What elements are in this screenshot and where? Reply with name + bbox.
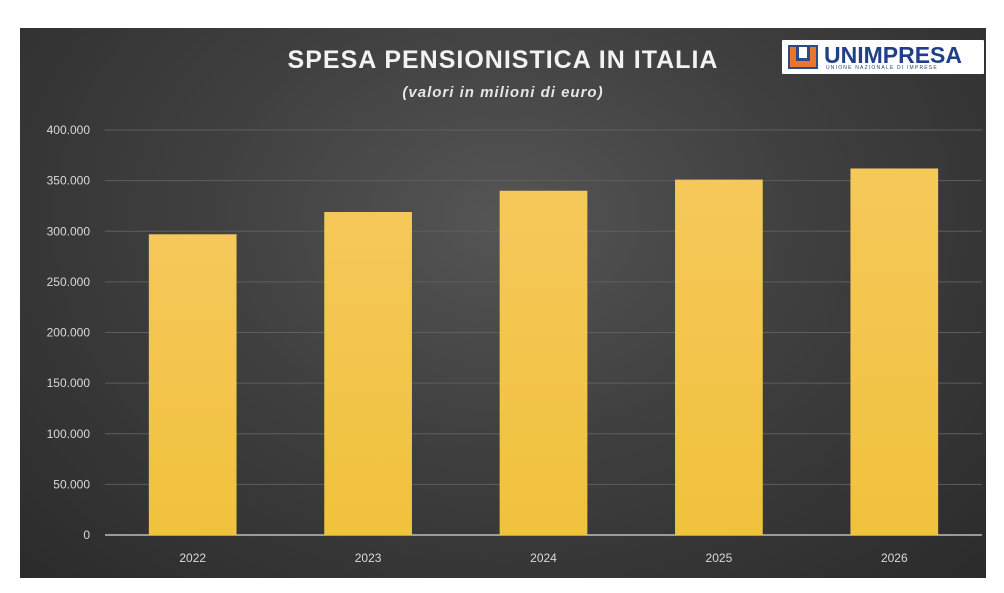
bars	[148, 168, 939, 536]
x-tick-label: 2024	[530, 551, 557, 565]
unimpresa-logo: UNIMPRESA UNIONE NAZIONALE DI IMPRESE	[782, 40, 984, 74]
x-tick-label: 2023	[355, 551, 382, 565]
y-tick-label: 350.000	[47, 174, 91, 188]
x-tick-label: 2025	[706, 551, 733, 565]
y-tick-label: 200.000	[47, 326, 91, 340]
logo-subtext: UNIONE NAZIONALE DI IMPRESE	[826, 65, 938, 71]
bar-2022	[148, 234, 237, 535]
y-axis-tick-labels: 0 50.000 100.000 150.000 200.000 250.000 300.0…	[47, 123, 91, 542]
bar-2025	[675, 179, 763, 536]
x-tick-label: 2022	[179, 551, 206, 565]
y-tick-label: 0	[83, 528, 90, 542]
y-tick-label: 400.000	[47, 123, 91, 137]
chart-subtitle: (valori in milioni di euro)	[402, 84, 604, 101]
y-tick-label: 250.000	[47, 275, 91, 289]
logo-text: UNIMPRESA	[824, 42, 963, 68]
y-tick-label: 100.000	[47, 427, 91, 441]
y-tick-label: 50.000	[53, 477, 90, 491]
bar-2026	[850, 168, 939, 535]
bar-2023	[324, 212, 412, 535]
x-axis-tick-labels: 2022 2023 2024 2025 2026	[179, 551, 908, 565]
unimpresa-logo-icon	[788, 45, 818, 69]
y-tick-label: 300.000	[47, 224, 91, 238]
y-tick-label: 150.000	[47, 376, 91, 390]
bar-2024	[499, 190, 588, 535]
x-tick-label: 2026	[881, 551, 908, 565]
chart-title: SPESA PENSIONISTICA IN ITALIA	[287, 46, 719, 74]
